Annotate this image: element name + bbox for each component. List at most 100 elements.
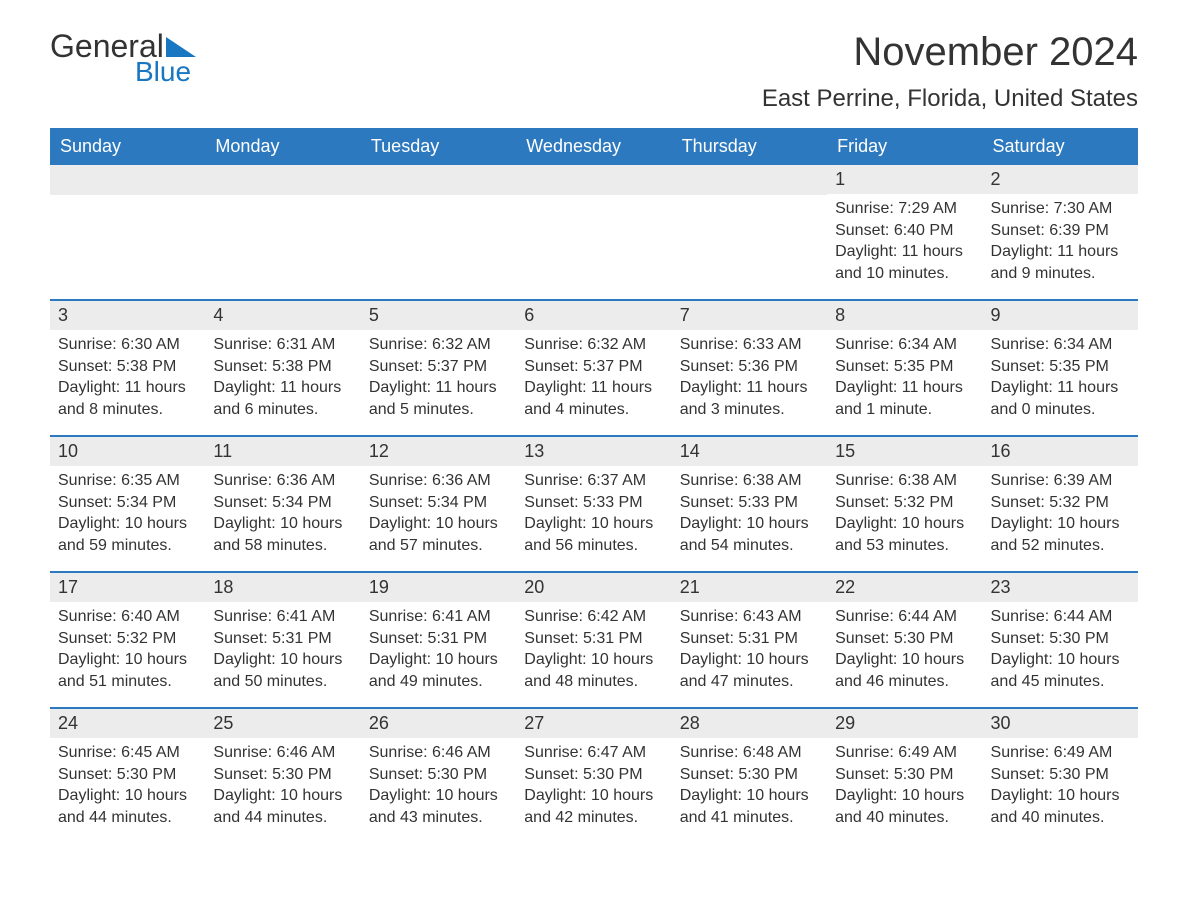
sunset-text: Sunset: 5:30 PM [991,628,1130,650]
day-number: 25 [205,709,360,738]
sunrise-text: Sunrise: 6:42 AM [524,606,663,628]
sunset-text: Sunset: 5:38 PM [58,356,197,378]
calendar-cell: 15Sunrise: 6:38 AMSunset: 5:32 PMDayligh… [827,437,982,565]
day-details: Sunrise: 7:29 AMSunset: 6:40 PMDaylight:… [827,194,982,284]
day2-text: and 42 minutes. [524,807,663,829]
day-details: Sunrise: 6:41 AMSunset: 5:31 PMDaylight:… [205,602,360,692]
day2-text: and 46 minutes. [835,671,974,693]
day-number: 5 [361,301,516,330]
week-row: 24Sunrise: 6:45 AMSunset: 5:30 PMDayligh… [50,707,1138,837]
sunset-text: Sunset: 5:31 PM [524,628,663,650]
day-details: Sunrise: 6:33 AMSunset: 5:36 PMDaylight:… [672,330,827,420]
month-title: November 2024 [762,30,1138,75]
day2-text: and 40 minutes. [991,807,1130,829]
calendar-cell: 10Sunrise: 6:35 AMSunset: 5:34 PMDayligh… [50,437,205,565]
day-number: 6 [516,301,671,330]
sunrise-text: Sunrise: 6:41 AM [369,606,508,628]
week-row: 10Sunrise: 6:35 AMSunset: 5:34 PMDayligh… [50,435,1138,565]
sunrise-text: Sunrise: 6:37 AM [524,470,663,492]
day-number: 24 [50,709,205,738]
calendar-cell: 24Sunrise: 6:45 AMSunset: 5:30 PMDayligh… [50,709,205,837]
day2-text: and 53 minutes. [835,535,974,557]
day-number: 27 [516,709,671,738]
day1-text: Daylight: 10 hours [524,649,663,671]
sunrise-text: Sunrise: 6:32 AM [369,334,508,356]
calendar-cell: 11Sunrise: 6:36 AMSunset: 5:34 PMDayligh… [205,437,360,565]
day-details: Sunrise: 6:46 AMSunset: 5:30 PMDaylight:… [205,738,360,828]
sunset-text: Sunset: 5:37 PM [524,356,663,378]
sunset-text: Sunset: 5:30 PM [58,764,197,786]
day2-text: and 49 minutes. [369,671,508,693]
day2-text: and 10 minutes. [835,263,974,285]
sunrise-text: Sunrise: 6:49 AM [991,742,1130,764]
empty-day [516,165,671,195]
day1-text: Daylight: 11 hours [524,377,663,399]
sunrise-text: Sunrise: 6:30 AM [58,334,197,356]
day-number: 19 [361,573,516,602]
calendar-cell: 3Sunrise: 6:30 AMSunset: 5:38 PMDaylight… [50,301,205,429]
day2-text: and 41 minutes. [680,807,819,829]
sunrise-text: Sunrise: 7:29 AM [835,198,974,220]
calendar-cell: 19Sunrise: 6:41 AMSunset: 5:31 PMDayligh… [361,573,516,701]
calendar-cell [50,165,205,293]
day2-text: and 45 minutes. [991,671,1130,693]
calendar-cell: 18Sunrise: 6:41 AMSunset: 5:31 PMDayligh… [205,573,360,701]
sunrise-text: Sunrise: 6:36 AM [369,470,508,492]
calendar-cell: 30Sunrise: 6:49 AMSunset: 5:30 PMDayligh… [983,709,1138,837]
day2-text: and 57 minutes. [369,535,508,557]
day-details: Sunrise: 6:32 AMSunset: 5:37 PMDaylight:… [516,330,671,420]
day2-text: and 40 minutes. [835,807,974,829]
day-details: Sunrise: 6:48 AMSunset: 5:30 PMDaylight:… [672,738,827,828]
day1-text: Daylight: 10 hours [680,785,819,807]
calendar-cell: 14Sunrise: 6:38 AMSunset: 5:33 PMDayligh… [672,437,827,565]
day-details: Sunrise: 6:36 AMSunset: 5:34 PMDaylight:… [205,466,360,556]
calendar-cell [205,165,360,293]
calendar-cell: 28Sunrise: 6:48 AMSunset: 5:30 PMDayligh… [672,709,827,837]
day2-text: and 50 minutes. [213,671,352,693]
sunset-text: Sunset: 5:38 PM [213,356,352,378]
day2-text: and 44 minutes. [213,807,352,829]
sunrise-text: Sunrise: 6:39 AM [991,470,1130,492]
day-number: 14 [672,437,827,466]
day-details: Sunrise: 6:40 AMSunset: 5:32 PMDaylight:… [50,602,205,692]
day2-text: and 58 minutes. [213,535,352,557]
sunrise-text: Sunrise: 6:34 AM [835,334,974,356]
calendar-cell: 2Sunrise: 7:30 AMSunset: 6:39 PMDaylight… [983,165,1138,293]
day-details: Sunrise: 6:41 AMSunset: 5:31 PMDaylight:… [361,602,516,692]
sunrise-text: Sunrise: 6:38 AM [835,470,974,492]
sunset-text: Sunset: 6:39 PM [991,220,1130,242]
day2-text: and 48 minutes. [524,671,663,693]
day1-text: Daylight: 10 hours [991,649,1130,671]
day2-text: and 56 minutes. [524,535,663,557]
sunrise-text: Sunrise: 6:44 AM [835,606,974,628]
calendar-cell: 20Sunrise: 6:42 AMSunset: 5:31 PMDayligh… [516,573,671,701]
day-number: 9 [983,301,1138,330]
day1-text: Daylight: 10 hours [991,513,1130,535]
day-details: Sunrise: 6:38 AMSunset: 5:32 PMDaylight:… [827,466,982,556]
day1-text: Daylight: 10 hours [680,649,819,671]
day-details: Sunrise: 6:31 AMSunset: 5:38 PMDaylight:… [205,330,360,420]
sunset-text: Sunset: 5:30 PM [213,764,352,786]
day1-text: Daylight: 10 hours [835,785,974,807]
day-details: Sunrise: 6:36 AMSunset: 5:34 PMDaylight:… [361,466,516,556]
day-details: Sunrise: 6:44 AMSunset: 5:30 PMDaylight:… [983,602,1138,692]
day2-text: and 8 minutes. [58,399,197,421]
day2-text: and 0 minutes. [991,399,1130,421]
sunset-text: Sunset: 5:31 PM [369,628,508,650]
sunrise-text: Sunrise: 6:44 AM [991,606,1130,628]
day-header: Saturday [983,128,1138,165]
calendar-cell: 7Sunrise: 6:33 AMSunset: 5:36 PMDaylight… [672,301,827,429]
title-block: November 2024 East Perrine, Florida, Uni… [762,30,1138,113]
empty-day [205,165,360,195]
calendar-cell: 21Sunrise: 6:43 AMSunset: 5:31 PMDayligh… [672,573,827,701]
day-details: Sunrise: 6:38 AMSunset: 5:33 PMDaylight:… [672,466,827,556]
sunset-text: Sunset: 5:34 PM [369,492,508,514]
day-number: 3 [50,301,205,330]
day1-text: Daylight: 10 hours [369,513,508,535]
day-number: 10 [50,437,205,466]
day-header: Friday [827,128,982,165]
sunset-text: Sunset: 5:32 PM [991,492,1130,514]
day1-text: Daylight: 11 hours [991,241,1130,263]
calendar-cell [361,165,516,293]
calendar-cell: 5Sunrise: 6:32 AMSunset: 5:37 PMDaylight… [361,301,516,429]
